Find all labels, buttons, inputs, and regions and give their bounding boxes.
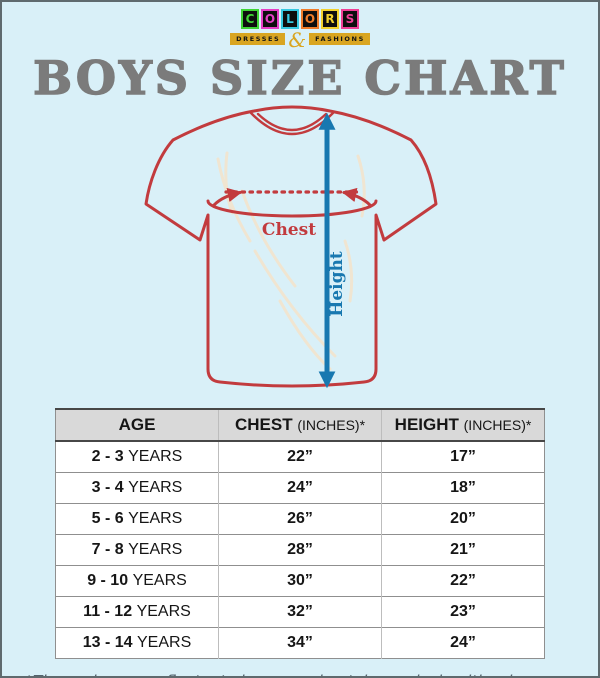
header-age: AGE (55, 408, 219, 442)
chest-cell: 30” (218, 565, 382, 597)
logo-banners: DRESSES & FASHIONS (230, 30, 370, 50)
chest-cell: 28” (218, 534, 382, 566)
table-row: 3 - 4 YEARS 24” 18” (55, 472, 545, 504)
logo-banner-dresses: DRESSES (230, 33, 286, 45)
age-cell: 11 - 12 YEARS (55, 596, 219, 628)
chest-cell: 32” (218, 596, 382, 628)
height-cell: 18” (381, 472, 545, 504)
chest-cell: 24” (218, 472, 382, 504)
brand-logo: C O L O R S DRESSES & FASHIONS (2, 2, 598, 50)
age-cell: 9 - 10 YEARS (55, 565, 219, 597)
ampersand-glyph: & (288, 28, 307, 52)
height-cell: 20” (381, 503, 545, 535)
chest-cell: 34” (218, 627, 382, 659)
footnote: *These sizes may fluctuate by approximat… (2, 672, 598, 676)
size-table-header-row: AGE CHEST (INCHES)* HEIGHT (INCHES)* (55, 408, 545, 442)
chest-label: Chest (262, 220, 316, 240)
table-row: 5 - 6 YEARS 26” 20” (55, 503, 545, 535)
age-cell: 13 - 14 YEARS (55, 627, 219, 659)
age-cell: 3 - 4 YEARS (55, 472, 219, 504)
logo-letter-tile: S (341, 9, 359, 29)
shirt-outline (144, 105, 438, 388)
table-row: 13 - 14 YEARS 34” 24” (55, 627, 545, 659)
logo-letter-tile: L (281, 9, 299, 29)
logo-banner-fashions: FASHIONS (309, 33, 370, 45)
logo-letter-tile: O (301, 9, 319, 29)
age-cell: 7 - 8 YEARS (55, 534, 219, 566)
table-row: 2 - 3 YEARS 22” 17” (55, 440, 545, 473)
height-cell: 17” (381, 440, 545, 473)
height-cell: 23” (381, 596, 545, 628)
page-title: BOYS SIZE CHART (32, 51, 567, 105)
height-label: Height (327, 251, 347, 317)
height-cell: 22” (381, 565, 545, 597)
logo-letter-tiles: C O L O R S (241, 9, 359, 29)
logo-letter-tile: O (261, 9, 279, 29)
header-chest: CHEST (INCHES)* (218, 408, 382, 442)
tshirt-diagram-wrap: Chest Height (2, 101, 598, 404)
logo-letter-tile: C (241, 9, 259, 29)
age-cell: 5 - 6 YEARS (55, 503, 219, 535)
chest-cell: 26” (218, 503, 382, 535)
size-table: AGE CHEST (INCHES)* HEIGHT (INCHES)* 2 -… (55, 408, 545, 659)
table-row: 9 - 10 YEARS 30” 22” (55, 565, 545, 597)
table-row: 7 - 8 YEARS 28” 21” (55, 534, 545, 566)
chest-measure (206, 187, 378, 218)
height-cell: 21” (381, 534, 545, 566)
age-cell: 2 - 3 YEARS (55, 440, 219, 473)
tshirt-diagram: Chest Height (144, 105, 438, 389)
table-row: 11 - 12 YEARS 32” 23” (55, 596, 545, 628)
height-cell: 24” (381, 627, 545, 659)
logo-letter-tile: R (321, 9, 339, 29)
header-height: HEIGHT (INCHES)* (381, 408, 545, 442)
chest-cell: 22” (218, 440, 382, 473)
